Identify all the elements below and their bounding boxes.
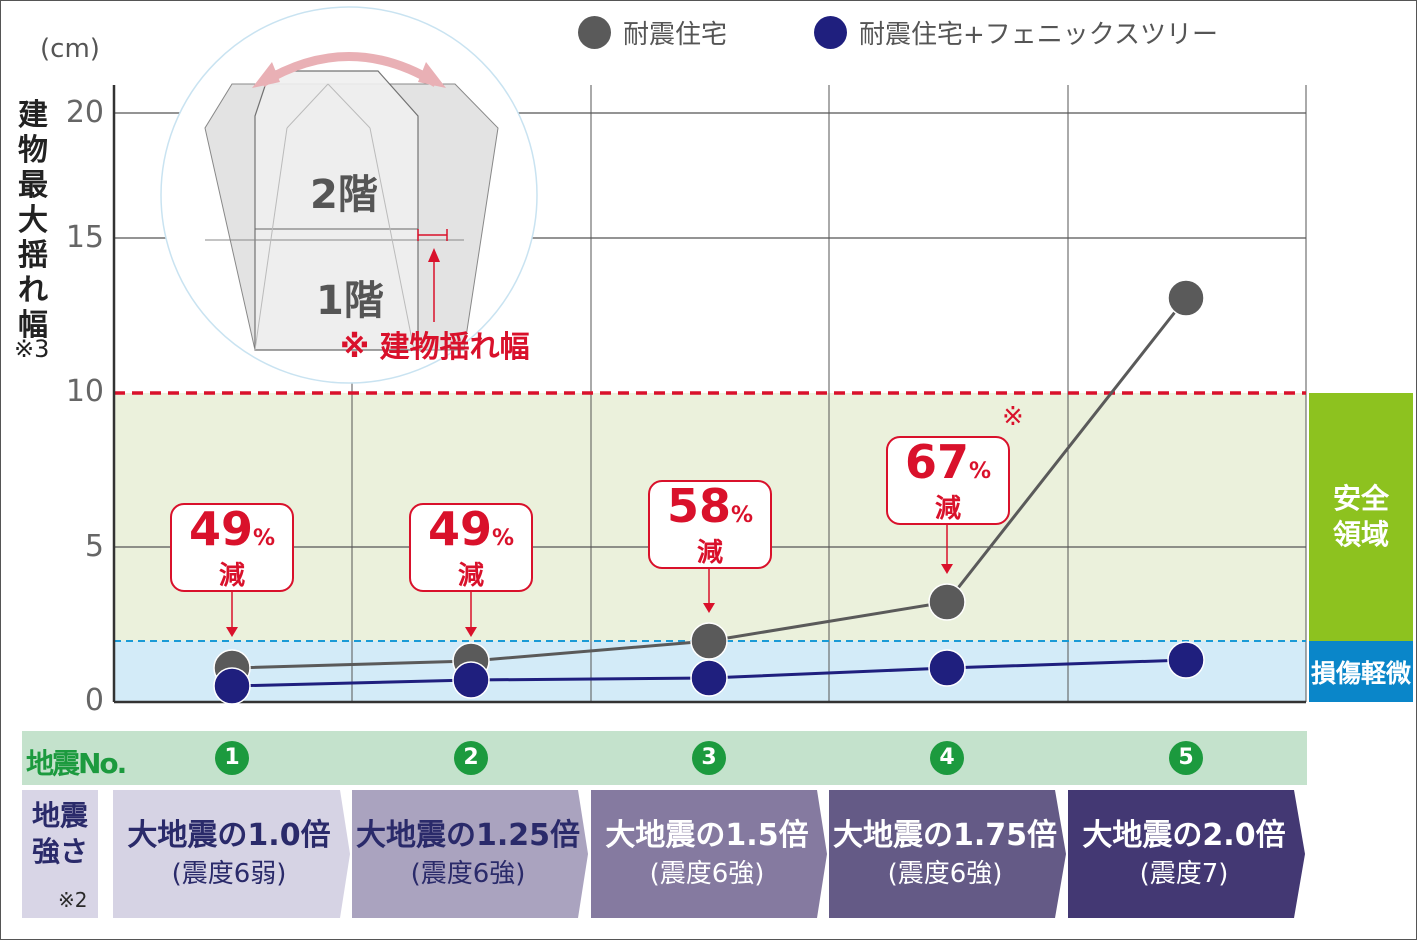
strength-multiplier: 大地震の1.5倍 [605,818,809,853]
callout-pct-unit: % [491,526,515,551]
safe-zone-line-2: 領域 [1332,518,1389,551]
strength-intensity: (震度7) [1139,859,1229,889]
strength-multiplier: 大地震の1.75倍 [832,818,1058,853]
safe-zone-line-1: 安全 [1332,482,1389,515]
strength-intensity: (震度6強) [649,859,765,889]
y-axis-title: 建物最大揺れ幅 [18,98,48,343]
y-axis-footnote: ※3 [14,335,50,363]
strength-cell-2: 大地震の1.25倍 (震度6強) [352,790,584,918]
callout-sub: 減 [218,561,245,591]
reduction-callout-2: 49% 減 [409,503,533,592]
y-unit-label: (cm) [40,34,100,64]
sway-arrow-right-head [418,62,446,88]
callout-pct: 58 [666,479,731,533]
strength-cell-bg-4 [829,790,1066,918]
y-tick-15: 15 [65,220,104,255]
strength-footnote: ※2 [58,888,88,912]
quake-no-2: 2 [454,741,488,775]
callout-pct-unit: % [730,503,754,528]
quake-no-5: 5 [1169,741,1203,775]
y-tick-5: 5 [84,529,104,564]
callout-arrowheads [226,564,953,637]
reduction-callout-1: 49% 減 [170,503,294,592]
callout-pct-unit: % [252,526,276,551]
quake-no-3: 3 [692,741,726,775]
callout-arrows [231,525,948,628]
sway-arrow-left-head [252,62,280,88]
reduction-callout-3: 58% 減 [648,480,772,569]
legend-label: 耐震住宅 [623,20,728,50]
quake-no-4: 4 [930,741,964,775]
callout-4-footnote: ※ [1002,402,1024,432]
strength-cell-3: 大地震の1.5倍 (震度6強) [591,790,823,918]
sway-arrow-icon [259,52,439,87]
legend-gray-dot-icon [578,16,611,49]
legend-item-taishin: 耐震住宅 [578,14,727,51]
strength-multiplier: 大地震の2.0倍 [1082,818,1286,853]
strength-cell-bg-5 [1068,790,1305,918]
quake-no-1: 1 [215,741,249,775]
strength-label-line-2: 強さ [31,835,88,868]
y-tick-20: 20 [65,95,104,130]
up-arrow-icon [428,248,440,262]
safe-zone-label: 安全 領域 [1309,393,1413,641]
building-illustration [204,70,499,351]
callout-sub: 減 [934,494,961,524]
reduction-callout-4: 67% 減 [886,436,1010,525]
strength-multiplier: 大地震の1.0倍 [127,818,331,853]
strength-multiplier: 大地震の1.25倍 [355,818,581,853]
y-tick-0: 0 [84,683,104,718]
quake-no-label: 地震No. [26,747,127,780]
strength-intensity: (震度6強) [887,859,1003,889]
strength-cell-bg-1 [113,790,350,918]
inset-floor-2: 2階 [310,172,378,218]
callout-pct: 49 [188,502,253,556]
inset-floor-1: 1階 [316,278,384,324]
strength-cell-bg-2 [352,790,588,918]
inset-sway-note: ※ 建物揺れ幅 [340,330,530,365]
strength-cell-4: 大地震の1.75倍 (震度6強) [829,790,1061,918]
series-points-phoenix [213,641,1205,705]
sway-width-marker [417,229,448,322]
legend-navy-dot-icon [814,16,847,49]
callout-sub: 減 [457,561,484,591]
callout-sub: 減 [696,538,723,568]
y-tick-10: 10 [65,374,104,409]
callout-pct: 49 [427,502,492,556]
legend-label: 耐震住宅+フェニックスツリー [859,20,1219,50]
callout-pct: 67 [904,435,969,489]
quake-strength-label: 地震 強さ [22,790,98,918]
strength-cell-1: 大地震の1.0倍 (震度6弱) [113,790,345,918]
minor-damage-zone-label: 損傷軽微 [1309,641,1413,702]
strength-cell-bg-3 [591,790,827,918]
strength-intensity: (震度6弱) [171,859,287,889]
strength-intensity: (震度6強) [410,859,526,889]
strength-cell-5: 大地震の2.0倍 (震度7) [1068,790,1300,918]
strength-label-line-1: 地震 [31,799,88,832]
callout-pct-unit: % [968,459,992,484]
legend-item-phoenix: 耐震住宅+フェニックスツリー [814,14,1218,51]
